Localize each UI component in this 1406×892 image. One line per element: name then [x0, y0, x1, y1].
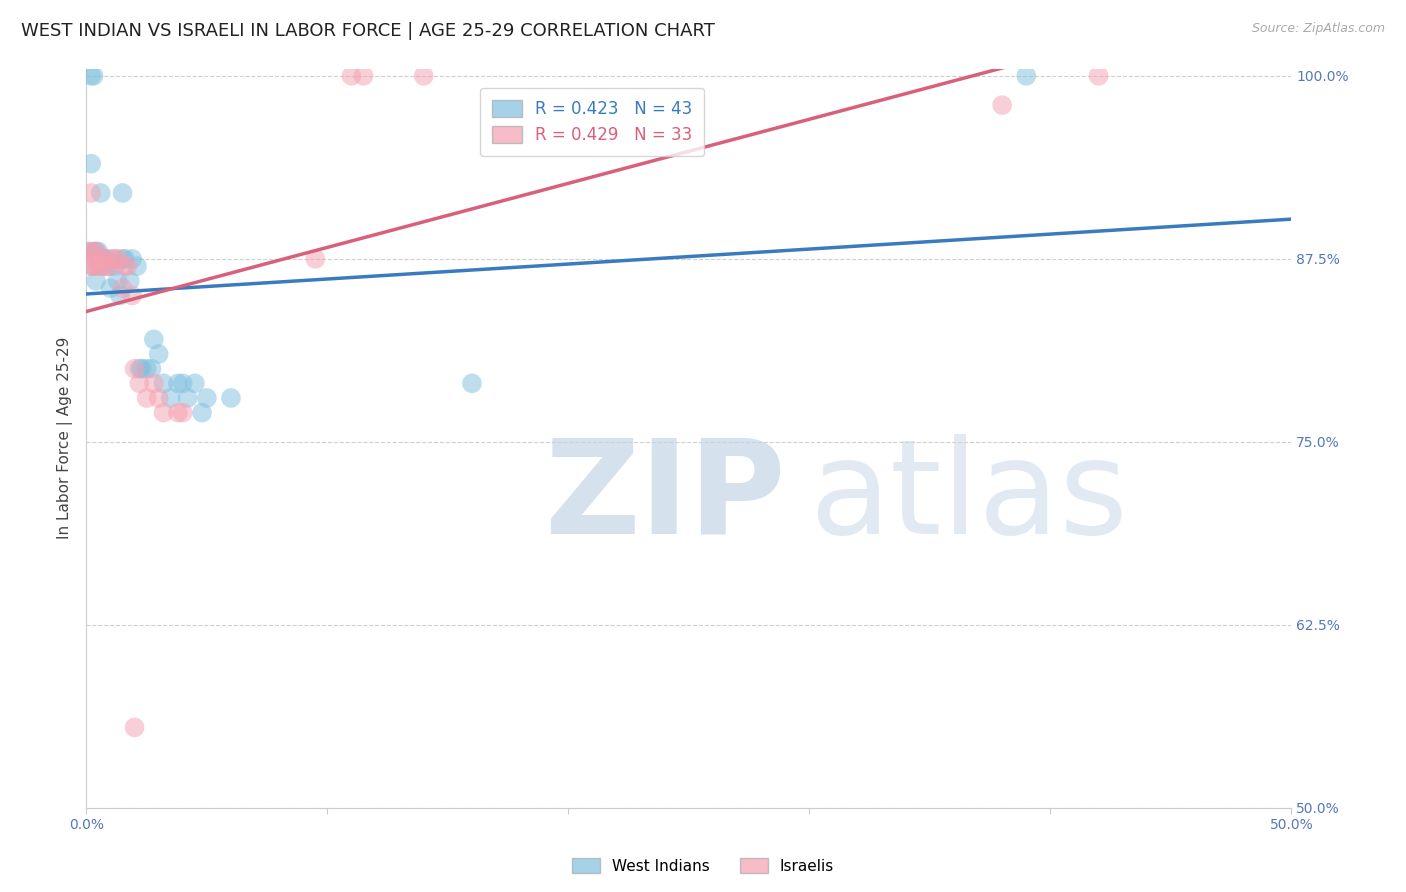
Point	[91, 252, 114, 266]
Point	[412, 69, 434, 83]
Point	[340, 69, 363, 83]
Point	[1087, 69, 1109, 83]
Point	[91, 252, 114, 266]
Point	[184, 376, 207, 391]
Point	[83, 244, 105, 259]
Point	[77, 244, 100, 259]
Point	[104, 252, 127, 266]
Point	[991, 98, 1014, 112]
Point	[121, 288, 143, 302]
Point	[80, 157, 103, 171]
Point	[152, 376, 174, 391]
Point	[195, 391, 218, 405]
Point	[80, 186, 103, 200]
Point	[107, 274, 129, 288]
Point	[80, 69, 103, 83]
Point	[91, 259, 114, 273]
Point	[159, 391, 181, 405]
Point	[107, 252, 129, 266]
Point	[100, 259, 122, 273]
Point	[148, 391, 170, 405]
Point	[135, 391, 157, 405]
Point	[124, 721, 146, 735]
Point	[142, 376, 165, 391]
Point	[87, 244, 110, 259]
Point	[114, 259, 136, 273]
Point	[84, 274, 107, 288]
Point	[152, 406, 174, 420]
Point	[117, 259, 139, 273]
Legend: West Indians, Israelis: West Indians, Israelis	[565, 852, 841, 880]
Point	[111, 186, 134, 200]
Point	[461, 376, 484, 391]
Point	[104, 259, 127, 273]
Point	[111, 252, 134, 266]
Point	[94, 252, 117, 266]
Point	[83, 244, 105, 259]
Point	[87, 252, 110, 266]
Point	[191, 406, 214, 420]
Point	[108, 288, 131, 302]
Point	[94, 259, 117, 273]
Point	[80, 259, 103, 273]
Point	[167, 376, 190, 391]
Point	[172, 406, 194, 420]
Point	[111, 281, 134, 295]
Point	[304, 252, 326, 266]
Point	[83, 259, 105, 273]
Point	[1015, 69, 1038, 83]
Point	[77, 244, 100, 259]
Point	[141, 361, 163, 376]
Point	[148, 347, 170, 361]
Point	[100, 281, 122, 295]
Legend: R = 0.423   N = 43, R = 0.429   N = 33: R = 0.423 N = 43, R = 0.429 N = 33	[481, 88, 704, 156]
Point	[101, 252, 124, 266]
Text: ZIP: ZIP	[544, 434, 786, 561]
Point	[135, 361, 157, 376]
Point	[114, 252, 136, 266]
Text: WEST INDIAN VS ISRAELI IN LABOR FORCE | AGE 25-29 CORRELATION CHART: WEST INDIAN VS ISRAELI IN LABOR FORCE | …	[21, 22, 716, 40]
Point	[128, 376, 150, 391]
Point	[124, 361, 146, 376]
Point	[167, 406, 190, 420]
Text: Source: ZipAtlas.com: Source: ZipAtlas.com	[1251, 22, 1385, 36]
Point	[353, 69, 375, 83]
Point	[83, 69, 105, 83]
Point	[172, 376, 194, 391]
Text: atlas: atlas	[810, 434, 1129, 561]
Point	[142, 333, 165, 347]
Point	[121, 252, 143, 266]
Point	[87, 259, 110, 273]
Point	[128, 361, 150, 376]
Point	[83, 259, 105, 273]
Point	[97, 252, 120, 266]
Point	[176, 391, 198, 405]
Point	[131, 361, 153, 376]
Point	[125, 259, 148, 273]
Point	[97, 259, 120, 273]
Point	[84, 252, 107, 266]
Point	[84, 244, 107, 259]
Point	[90, 259, 112, 273]
Point	[219, 391, 242, 405]
Y-axis label: In Labor Force | Age 25-29: In Labor Force | Age 25-29	[58, 337, 73, 540]
Point	[84, 244, 107, 259]
Point	[90, 186, 112, 200]
Point	[118, 274, 141, 288]
